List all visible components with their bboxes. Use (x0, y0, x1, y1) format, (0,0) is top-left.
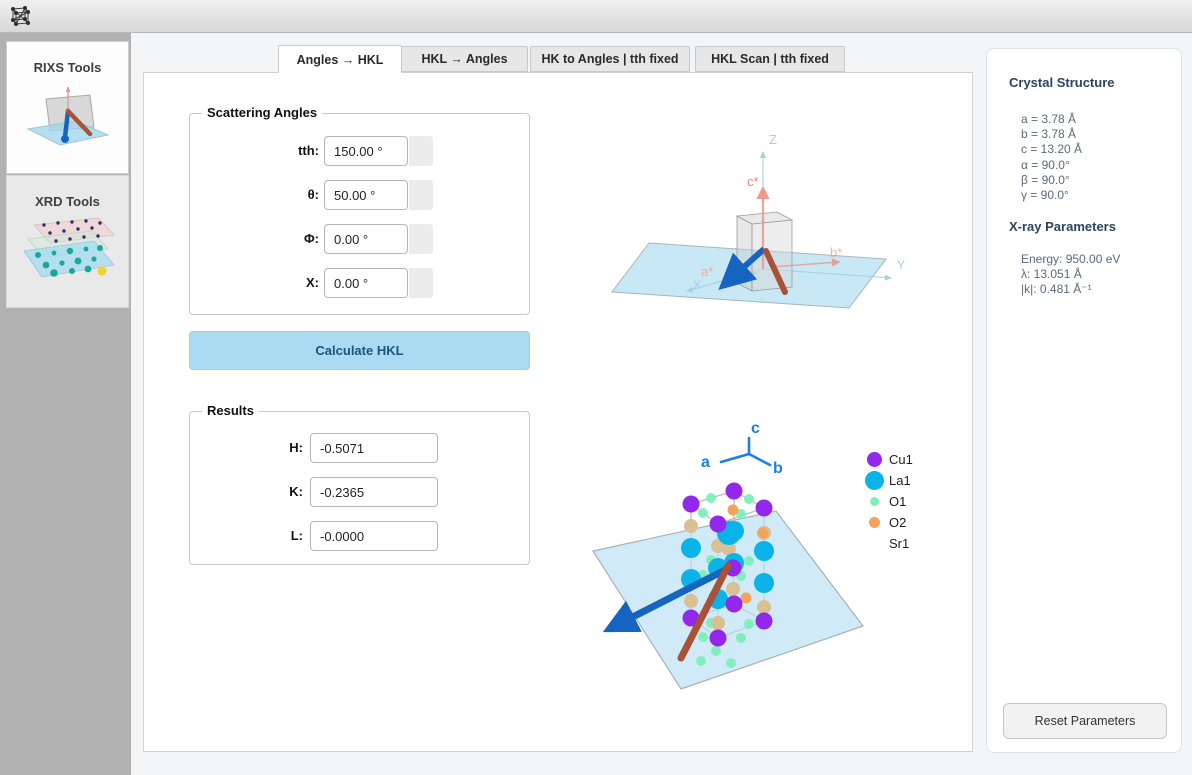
atom-legend: Cu1 La1 O1 O2 Sr1 (863, 449, 913, 554)
scattering-angles-group: Scattering Angles tth: θ: Φ: Χ: (189, 105, 530, 315)
xray-parameters-title: X-ray Parameters (1009, 219, 1116, 234)
k-row: K: (190, 477, 529, 507)
legend-label: O1 (889, 494, 907, 509)
outgoing-beam-arrow (677, 562, 732, 662)
param-alpha: α = 90.0° (1021, 157, 1070, 172)
incident-beam-arrow (718, 246, 767, 291)
param-beta: β = 90.0° (1021, 172, 1070, 187)
param-c: c = 13.20 Å (1021, 142, 1083, 157)
b-axis-label: b (773, 460, 783, 477)
tth-spinner[interactable] (409, 136, 433, 166)
param-energy: Energy: 950.00 eV (1021, 252, 1121, 266)
y-axis-label: Y (897, 258, 905, 272)
atoms (681, 482, 774, 668)
chi-input[interactable] (324, 268, 408, 298)
param-a: a = 3.78 Å (1021, 112, 1077, 126)
tab-label: Angles → HKL (296, 52, 384, 67)
l-label: L: (290, 528, 303, 543)
chi-spinner[interactable] (409, 268, 433, 298)
crystal-structure-view: c a b (592, 420, 864, 690)
cu1-swatch (866, 452, 882, 467)
tab-hkl-to-angles[interactable]: HKL → Angles (401, 46, 528, 72)
theta-label: θ: (307, 187, 319, 202)
tools-sidebar: RIXS Tools XRD Tools (0, 33, 131, 775)
theta-spinner[interactable] (409, 180, 433, 210)
c-axis-label: c (751, 420, 760, 437)
crystal-lattice-icon (11, 6, 30, 26)
reset-parameters-button[interactable]: Reset Parameters (1003, 703, 1167, 739)
param-b: b = 3.78 Å (1021, 127, 1077, 142)
h-row: H: (190, 433, 529, 463)
k-result-field[interactable] (310, 477, 438, 507)
tab-label: HKL Scan | tth fixed (711, 52, 829, 66)
z-axis-label: Z (769, 132, 777, 147)
theta-row: θ: (190, 180, 529, 210)
o2-swatch (868, 517, 880, 528)
lattice-parameters-list: a = 3.78 Å b = 3.78 Å c = 13.20 Å α = 90… (1021, 112, 1082, 203)
a-axis-label: a (701, 454, 710, 471)
tth-row: tth: (190, 136, 529, 166)
h-result-field[interactable] (310, 433, 438, 463)
param-gamma: γ = 90.0° (1021, 188, 1069, 203)
legend-label: O2 (889, 515, 907, 530)
scattering-angles-title: Scattering Angles (202, 105, 323, 120)
bstar-axis-label: b* (830, 245, 842, 260)
phi-label: Φ: (304, 231, 319, 246)
k-label: K: (289, 484, 303, 499)
xrd-tools-label: XRD Tools (35, 194, 100, 209)
tab-angles-to-hkl[interactable]: Angles → HKL (278, 45, 402, 73)
x-axis-label: X (693, 278, 701, 292)
l-row: L: (190, 521, 529, 551)
legend-item-o2: O2 (863, 512, 913, 533)
sidebar-item-xrd-tools[interactable]: XRD Tools (6, 175, 129, 308)
legend-label: La1 (889, 473, 911, 488)
param-k: |k|: 0.481 Å⁻¹ (1021, 282, 1092, 297)
tab-label: HKL → Angles (421, 52, 508, 66)
outgoing-beam-arrow (763, 248, 788, 295)
titlebar (0, 0, 1192, 33)
rixs-tools-thumbnail (25, 87, 110, 146)
legend-item-o1: O1 (863, 491, 913, 512)
astar-axis-label: a* (701, 264, 713, 279)
sr1-swatch (868, 538, 880, 549)
sidebar-item-rixs-tools[interactable]: RIXS Tools (6, 41, 129, 174)
tth-input[interactable] (324, 136, 408, 166)
tab-hkl-scan-tth-fixed[interactable]: HKL Scan | tth fixed (695, 46, 845, 72)
tab-hk-to-angles-tth-fixed[interactable]: HK to Angles | tth fixed (530, 46, 690, 72)
cstar-axis-label: c* (747, 174, 759, 189)
chi-label: Χ: (306, 275, 319, 290)
calculate-hkl-button[interactable]: Calculate HKL (189, 331, 530, 370)
xray-parameters-list: Energy: 950.00 eV λ: 13.051 Å |k|: 0.481… (1021, 252, 1120, 298)
rixs-tools-label: RIXS Tools (33, 60, 102, 75)
tth-label: tth: (298, 143, 319, 158)
legend-label: Sr1 (889, 536, 910, 551)
chi-row: Χ: (190, 268, 529, 298)
legend-label: Cu1 (889, 452, 913, 467)
incident-beam-arrow (602, 564, 731, 633)
phi-row: Φ: (190, 224, 529, 254)
l-result-field[interactable] (310, 521, 438, 551)
param-lambda: λ: 13.051 Å (1021, 267, 1082, 282)
tab-label: HK to Angles | tth fixed (541, 52, 679, 66)
theta-input[interactable] (324, 180, 408, 210)
angles-to-hkl-panel: Scattering Angles tth: θ: Φ: Χ: Calculat… (143, 72, 973, 752)
crystal-structure-title: Crystal Structure (1009, 75, 1115, 90)
la1-swatch (864, 471, 884, 490)
results-title: Results (202, 403, 259, 418)
phi-input[interactable] (324, 224, 408, 254)
scattering-geometry-view: Z c* b* a* Y X (611, 132, 905, 309)
o1-swatch (869, 497, 879, 506)
xrd-tools-thumbnail (22, 217, 115, 278)
legend-item-la1: La1 (863, 470, 913, 491)
h-label: H: (289, 440, 303, 455)
parameters-panel: Crystal Structure a = 3.78 Å b = 3.78 Å … (986, 48, 1182, 753)
legend-item-cu1: Cu1 (863, 449, 913, 470)
results-group: Results H: K: L: (189, 403, 530, 565)
legend-item-sr1: Sr1 (863, 533, 913, 554)
phi-spinner[interactable] (409, 224, 433, 254)
abc-axis-indicator (719, 436, 772, 467)
